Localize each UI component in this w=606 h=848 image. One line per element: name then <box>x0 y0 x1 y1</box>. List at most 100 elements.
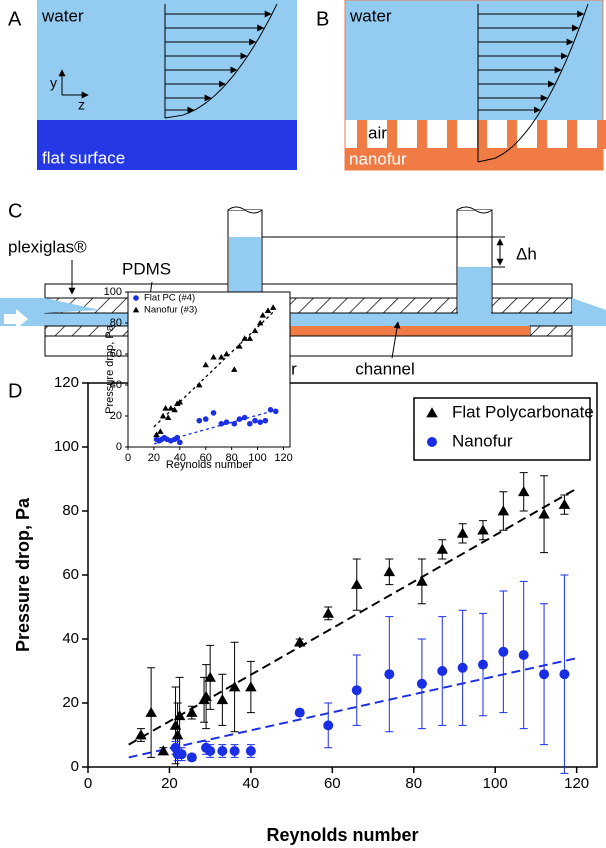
data-point <box>216 694 229 705</box>
x-tick-label: 100 <box>483 775 508 792</box>
chart: 0 20 40 60 80 100 120 0 20 40 60 80 100 120 Reynolds n… <box>13 374 598 845</box>
y-axis-label: Pressure drop, Pa <box>13 497 33 652</box>
data-point <box>196 381 203 388</box>
panel-label: D <box>8 380 22 402</box>
pdms-label: PDMS <box>122 259 171 278</box>
data-point <box>517 486 530 497</box>
data-point <box>229 746 240 756</box>
surface-label: flat surface <box>42 148 125 167</box>
data-point <box>477 524 489 535</box>
pillar <box>417 120 427 149</box>
y-tick-label: 120 <box>54 374 79 391</box>
data-point <box>497 505 510 516</box>
data-point <box>416 575 428 586</box>
data-point <box>247 420 253 427</box>
y-tick-label: 80 <box>110 317 122 329</box>
data-point <box>384 669 395 680</box>
legend-marker <box>133 295 139 301</box>
y-tick-label: 60 <box>62 566 79 583</box>
data-point <box>437 666 448 676</box>
plexiglas-label: plexiglas® <box>8 237 87 256</box>
pillar <box>567 120 577 149</box>
data-point <box>218 353 225 360</box>
x-tick-label: 120 <box>274 452 292 464</box>
x-tick-label: 20 <box>148 452 160 464</box>
pdms-bottom <box>529 325 573 337</box>
nanofur-strip <box>192 326 530 336</box>
data-point <box>252 417 258 424</box>
data-point <box>171 729 184 740</box>
legend-label: Nanofur (#3) <box>144 305 197 316</box>
data-point <box>383 566 396 577</box>
axis-y: y <box>50 75 57 91</box>
x-tick-label: 0 <box>84 775 92 792</box>
data-point <box>236 416 243 422</box>
water-label: water <box>349 6 392 25</box>
x-tick-label: 0 <box>125 452 131 464</box>
data-point <box>267 407 274 413</box>
data-point <box>174 400 181 407</box>
data-point <box>176 398 184 405</box>
velocity-profile <box>477 3 589 163</box>
data-point <box>456 527 469 538</box>
data-point <box>177 439 183 446</box>
data-point <box>245 681 257 692</box>
panel-label: A <box>8 8 22 30</box>
data-point <box>145 706 157 717</box>
data-point <box>246 335 254 341</box>
legend-marker <box>427 437 437 447</box>
y-tick-label: 100 <box>54 438 79 455</box>
data-point <box>135 729 147 740</box>
pillar <box>537 120 547 149</box>
panel-a: A water flat surface y z <box>8 0 297 170</box>
data-point <box>205 746 216 756</box>
tube-water <box>458 267 491 314</box>
data-point <box>251 327 259 334</box>
data-point <box>264 307 272 314</box>
y-tick-label: 20 <box>110 410 122 422</box>
data-point <box>559 669 570 680</box>
y-tick-label: 0 <box>71 758 79 775</box>
data-point <box>186 706 198 717</box>
data-point <box>228 681 241 692</box>
water <box>345 0 603 120</box>
velocity-profile <box>164 3 278 119</box>
y-tick-label: 20 <box>62 694 79 711</box>
pillar <box>387 120 397 149</box>
y-tick-label: 40 <box>110 379 122 391</box>
data-point <box>558 498 571 509</box>
x-tick-label: 60 <box>324 775 341 792</box>
data-point <box>157 745 170 756</box>
y-tick-label: 80 <box>62 502 79 519</box>
data-point <box>262 417 269 424</box>
data-point <box>539 669 550 680</box>
legend-marker <box>426 407 438 418</box>
data-point <box>164 414 172 420</box>
x-tick-label: 80 <box>226 452 238 464</box>
pillar <box>597 120 606 149</box>
data-point <box>196 417 203 424</box>
tube-top <box>227 206 263 214</box>
data-point <box>186 752 197 763</box>
y-tick-label: 60 <box>110 348 122 360</box>
data-point <box>416 678 427 689</box>
plexiglas-top <box>44 283 573 299</box>
surface <box>37 120 297 170</box>
data-point <box>210 410 217 416</box>
data-point <box>174 434 181 441</box>
x-tick-label: 40 <box>243 775 260 792</box>
data-point <box>223 419 230 426</box>
y-tick-label: 0 <box>116 441 122 453</box>
frame <box>344 0 604 171</box>
x-axis-label: Reynolds number <box>266 825 418 845</box>
data-point <box>223 350 230 357</box>
data-point <box>241 414 248 421</box>
pillar <box>477 120 487 149</box>
panel-label: B <box>316 8 329 30</box>
nanofur <box>345 148 603 170</box>
plexiglas-bottom <box>44 335 573 357</box>
pdms-top <box>44 297 573 314</box>
